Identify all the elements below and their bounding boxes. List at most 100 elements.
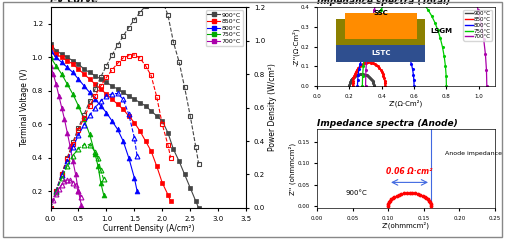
750°C bbox=[95, 157, 101, 159]
750°C bbox=[64, 164, 70, 167]
850°C bbox=[120, 56, 126, 59]
700°C bbox=[70, 181, 76, 184]
900°C bbox=[109, 54, 115, 57]
X-axis label: Z'(Ω·Cm²): Z'(Ω·Cm²) bbox=[389, 100, 423, 107]
Legend: 900°C, 850°C, 800°C, 750°C, 700°C: 900°C, 850°C, 800°C, 750°C, 700°C bbox=[206, 10, 243, 46]
750°C bbox=[86, 143, 92, 146]
700°C bbox=[56, 187, 62, 190]
900°C bbox=[195, 162, 201, 165]
850°C bbox=[165, 143, 171, 146]
X-axis label: Z'(ohmmcm²): Z'(ohmmcm²) bbox=[382, 222, 430, 229]
900°C bbox=[98, 76, 104, 78]
Text: LSGM: LSGM bbox=[430, 28, 452, 34]
Line: 900°C: 900°C bbox=[48, 0, 201, 210]
800°C bbox=[115, 92, 121, 95]
900°C bbox=[126, 26, 132, 29]
FancyBboxPatch shape bbox=[336, 19, 425, 62]
700°C bbox=[59, 183, 65, 186]
900°C bbox=[86, 100, 92, 103]
850°C bbox=[104, 76, 110, 79]
900°C bbox=[170, 41, 176, 44]
800°C bbox=[104, 94, 110, 97]
Y-axis label: -Z''(Ω·Cm²): -Z''(Ω·Cm²) bbox=[292, 27, 299, 66]
800°C bbox=[126, 113, 132, 116]
FancyBboxPatch shape bbox=[336, 44, 425, 62]
750°C bbox=[100, 178, 107, 181]
900°C bbox=[142, 5, 148, 7]
850°C bbox=[154, 95, 160, 98]
850°C bbox=[92, 94, 98, 97]
900°C bbox=[59, 172, 65, 175]
900°C bbox=[115, 44, 121, 47]
900°C bbox=[159, 0, 165, 2]
Text: LSTC: LSTC bbox=[371, 50, 391, 56]
850°C bbox=[159, 123, 165, 126]
800°C bbox=[70, 146, 76, 148]
850°C bbox=[75, 129, 81, 132]
700°C bbox=[75, 190, 81, 193]
Line: 750°C: 750°C bbox=[48, 142, 106, 210]
900°C bbox=[104, 64, 110, 67]
850°C bbox=[70, 142, 76, 145]
850°C bbox=[148, 74, 154, 77]
Y-axis label: Z'' (ohmmcm²): Z'' (ohmmcm²) bbox=[288, 142, 296, 195]
800°C bbox=[134, 155, 140, 158]
850°C bbox=[168, 156, 174, 159]
800°C bbox=[92, 106, 98, 109]
Y-axis label: Power Density (W/cm²): Power Density (W/cm²) bbox=[268, 64, 277, 152]
Text: Impedance spectra (Total): Impedance spectra (Total) bbox=[317, 0, 450, 6]
750°C bbox=[70, 154, 76, 157]
850°C bbox=[59, 173, 65, 176]
800°C bbox=[59, 174, 65, 177]
900°C bbox=[193, 146, 199, 148]
850°C bbox=[126, 54, 132, 57]
Y-axis label: Terminal Voltage (V): Terminal Voltage (V) bbox=[20, 69, 29, 146]
800°C bbox=[98, 100, 104, 103]
850°C bbox=[142, 64, 148, 67]
FancyBboxPatch shape bbox=[344, 13, 417, 39]
900°C bbox=[75, 126, 81, 129]
750°C bbox=[53, 191, 59, 194]
Legend: 900°C, 850°C, 800°C, 750°C, 700°C: 900°C, 850°C, 800°C, 750°C, 700°C bbox=[464, 10, 492, 40]
900°C bbox=[148, 2, 154, 5]
900°C bbox=[92, 87, 98, 90]
800°C bbox=[47, 206, 54, 209]
900°C bbox=[131, 18, 137, 21]
850°C bbox=[131, 54, 137, 56]
800°C bbox=[53, 190, 59, 193]
750°C bbox=[59, 176, 65, 179]
750°C bbox=[92, 150, 98, 153]
700°C bbox=[47, 206, 54, 209]
900°C bbox=[137, 11, 143, 14]
900°C bbox=[120, 35, 126, 38]
700°C bbox=[53, 192, 59, 195]
750°C bbox=[75, 147, 81, 150]
900°C bbox=[70, 141, 76, 144]
900°C bbox=[64, 156, 70, 159]
700°C bbox=[78, 196, 84, 198]
700°C bbox=[73, 184, 79, 187]
850°C bbox=[53, 190, 59, 192]
900°C bbox=[165, 13, 171, 16]
700°C bbox=[67, 179, 73, 182]
850°C bbox=[47, 206, 54, 209]
900°C bbox=[53, 189, 59, 192]
900°C bbox=[176, 60, 182, 63]
800°C bbox=[131, 136, 137, 139]
Line: 850°C: 850°C bbox=[48, 52, 173, 210]
750°C bbox=[47, 206, 54, 209]
900°C bbox=[187, 114, 193, 117]
X-axis label: Current Density (A/cm²): Current Density (A/cm²) bbox=[103, 224, 194, 233]
Text: 0.06 Ω·cm²: 0.06 Ω·cm² bbox=[386, 167, 433, 176]
900°C bbox=[154, 0, 160, 3]
850°C bbox=[137, 57, 143, 60]
750°C bbox=[98, 169, 104, 172]
900°C bbox=[81, 113, 87, 116]
850°C bbox=[115, 62, 121, 65]
850°C bbox=[98, 85, 104, 87]
Line: 800°C: 800°C bbox=[48, 91, 139, 210]
750°C bbox=[81, 143, 87, 146]
850°C bbox=[109, 69, 115, 71]
Text: SSC: SSC bbox=[374, 10, 388, 16]
700°C bbox=[62, 180, 68, 183]
